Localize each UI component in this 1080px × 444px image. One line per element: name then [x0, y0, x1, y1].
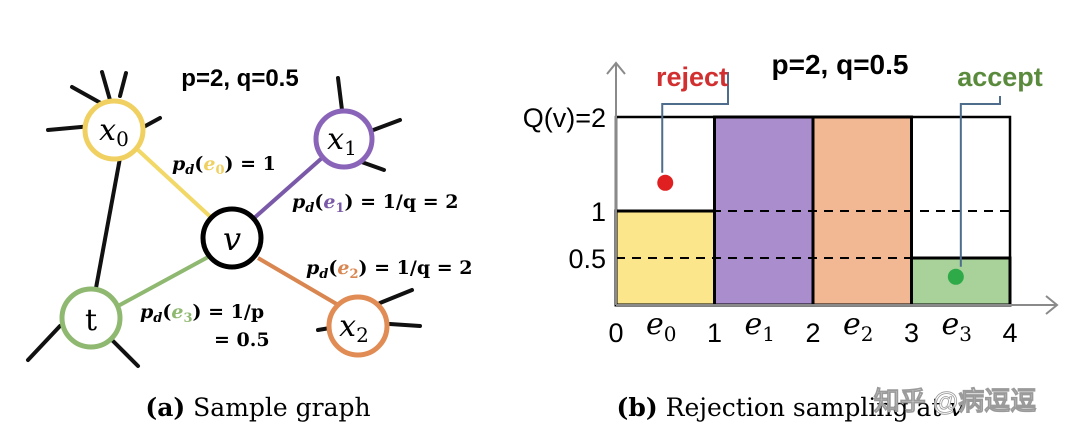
x-tick-label: 3 [904, 318, 919, 348]
stub-edge [118, 71, 128, 98]
rejection-chart: Q(v)=2 1 0.5 0 1 2 3 4 e0 e1 e2 e3 [523, 61, 1059, 348]
y-tick-label: Q(v)=2 [523, 103, 606, 133]
x-tick-labels: 0 1 2 3 4 [608, 318, 1017, 348]
edge-t-x0 [94, 157, 122, 289]
reject-callout-line [661, 72, 729, 173]
y-tick-label: 1 [591, 197, 606, 227]
edge-label-e3-line2: = 0.5 [214, 329, 270, 351]
node-x0-sub: 0 [116, 127, 129, 151]
node-x0: x0 [82, 98, 146, 162]
edge-label-e3: pd(e3) = 1/p [140, 301, 264, 326]
stub-edges [26, 70, 422, 368]
watermark: 知乎 @病逗逗 [874, 386, 1037, 416]
edge-e2 [256, 256, 342, 308]
x-axis-arrow [1045, 295, 1059, 315]
caption-a: (a) Sample graph [145, 393, 370, 422]
accept-label: accept [957, 62, 1043, 92]
sample-points [657, 174, 964, 285]
node-t-label: t [85, 303, 97, 338]
callouts [661, 72, 1001, 267]
edge-e0 [136, 148, 218, 224]
category-labels: e0 e1 e2 e3 [646, 307, 972, 346]
node-v-label: v [223, 220, 241, 258]
y-axis-arrow [606, 61, 626, 75]
node-x2-label: x [339, 309, 356, 344]
x-tick-label: 0 [608, 318, 623, 348]
edge-label-e0: pd(e0) = 1 [172, 153, 276, 178]
edge-label-e1: pd(e1) = 1/q = 2 [292, 191, 459, 216]
edge-e3 [117, 254, 211, 308]
dashed-levels [616, 210, 1010, 259]
node-t-circle [59, 286, 123, 350]
node-x1-label: x [327, 122, 344, 157]
node-x0-label: x [99, 113, 116, 148]
y-tick-labels: Q(v)=2 1 0.5 [523, 103, 606, 274]
node-x2-circle [326, 294, 390, 358]
svg-text:x1: x1 [327, 122, 357, 160]
caption-b: (b) Rejection sampling at v [617, 393, 964, 422]
category-label-e3: e3 [942, 307, 973, 346]
node-x1-circle [313, 108, 375, 170]
reject-label: reject [656, 62, 728, 92]
category-label-e0: e0 [646, 307, 677, 346]
x-tick-label: 1 [707, 318, 722, 348]
edge-e1 [250, 156, 324, 222]
svg-text:x0: x0 [99, 113, 129, 151]
node-v-circle [200, 206, 264, 270]
category-label-e2: e2 [843, 307, 874, 346]
node-x1: x1 [313, 108, 375, 170]
node-v: v [200, 206, 264, 270]
stub-edge [366, 118, 402, 134]
graph-params: p=2, q=0.5 [181, 65, 298, 92]
x-tick-label: 4 [1002, 318, 1017, 348]
reject-point [657, 174, 674, 191]
axes [606, 61, 1059, 315]
sample-graph: x0 x1 v t x2 p=2, q=0.5 pd(e0) = 1 pd(e1… [26, 65, 473, 422]
accept-callout-line [959, 96, 1001, 267]
category-label-e1: e1 [745, 307, 776, 346]
node-t: t [59, 286, 123, 350]
accept-point [947, 268, 964, 285]
chart-params: p=2, q=0.5 [772, 49, 909, 80]
stub-edge [106, 334, 140, 368]
node-x2-sub: 2 [356, 323, 369, 347]
node-x2: x2 [326, 294, 390, 358]
node-x0-circle [82, 98, 146, 162]
node-x1-sub: 1 [344, 136, 357, 160]
stub-edge [336, 76, 344, 112]
y-tick-label: 0.5 [568, 244, 606, 274]
svg-text:x2: x2 [339, 309, 369, 347]
stub-edge [100, 70, 112, 102]
x-tick-label: 2 [805, 318, 820, 348]
edge-label-e2: pd(e2) = 1/q = 2 [306, 257, 473, 282]
stub-edge [26, 324, 62, 362]
stub-edge [388, 322, 422, 328]
stub-edge [378, 288, 414, 305]
